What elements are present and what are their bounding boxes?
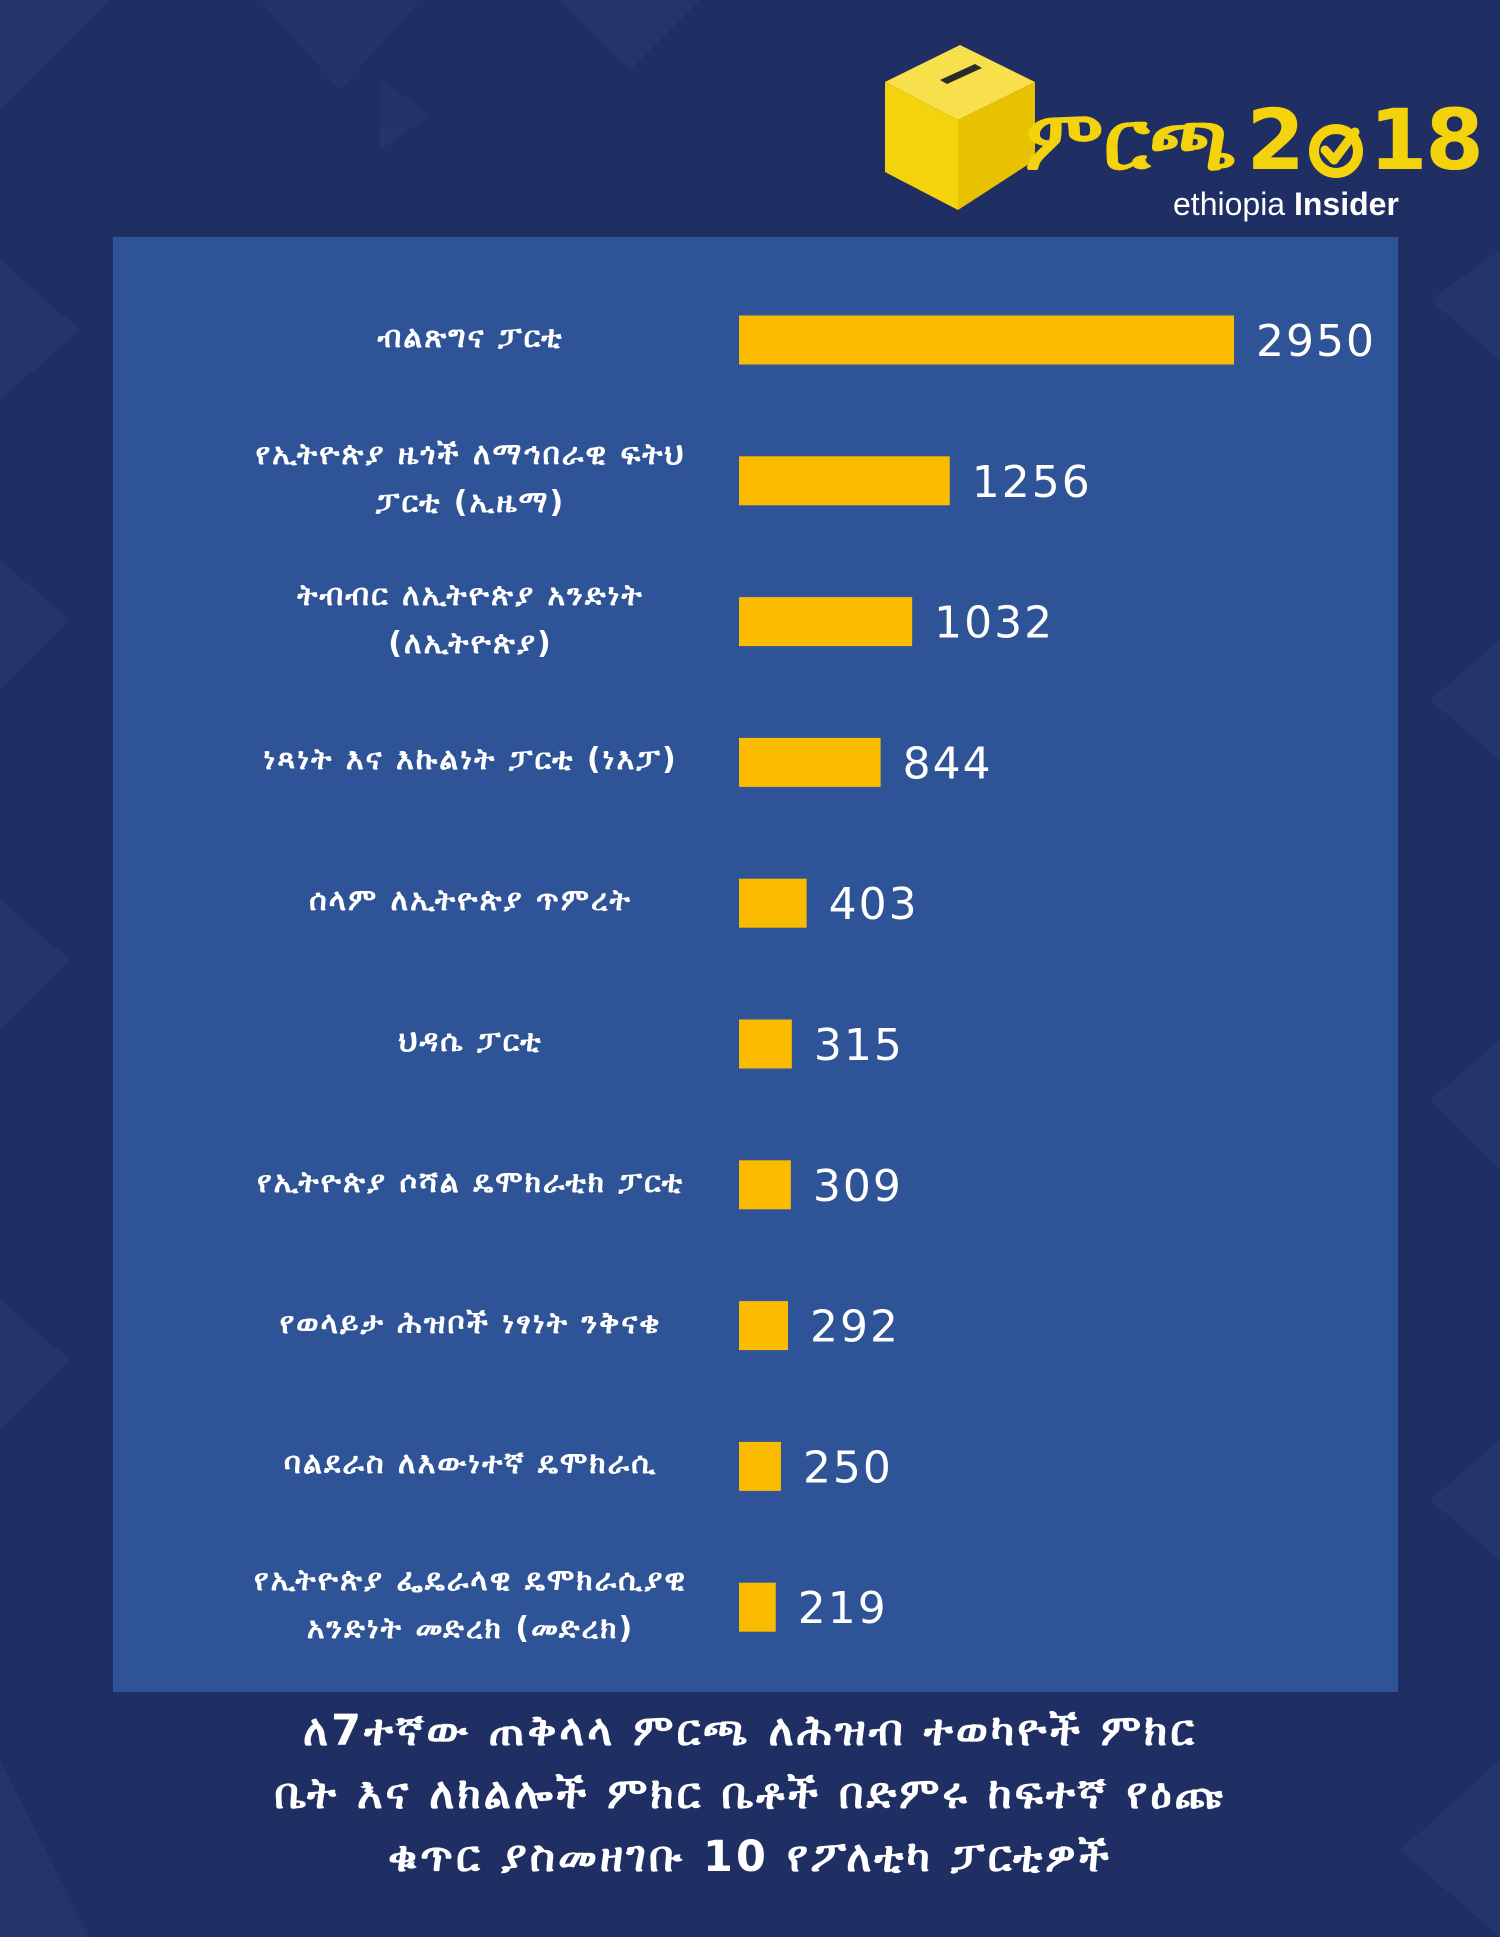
data-label: 1256 bbox=[972, 457, 1092, 508]
bar bbox=[739, 1301, 788, 1351]
check-circle-icon bbox=[1305, 109, 1367, 178]
category-label: ሰላም ለኢትዮጵያ ጥምረት bbox=[133, 877, 808, 925]
bar bbox=[739, 1019, 792, 1069]
category-label: የኢትዮጵያ ፌዴራላዊ ዴሞክራሲያዊ አንድነት መድረክ (መድረክ) bbox=[133, 1557, 808, 1653]
bar bbox=[739, 878, 807, 928]
category-label-line: የኢትዮጵያ ፌዴራላዊ ዴሞክራሲያዊ bbox=[254, 1563, 687, 1599]
category-label: ትብብር ለኢትዮጵያ አንድነት (ለኢትዮጵያ) bbox=[133, 572, 808, 668]
bar bbox=[739, 456, 950, 506]
category-label-line: ብልጽግና ፓርቲ bbox=[377, 320, 564, 355]
category-label: የወላይታ ሕዝቦች ነፃነት ንቅናቄ bbox=[133, 1300, 808, 1348]
election-2018-logo: ምርጫ 2 18 ethiopia Insider bbox=[880, 40, 1484, 230]
logo-year-prefix: 2 bbox=[1246, 91, 1305, 189]
logo-year-suffix: 18 bbox=[1368, 91, 1484, 189]
data-label: 309 bbox=[813, 1161, 903, 1212]
bar-chart: 2950 1256 1032 844 403 315 309 292 250 219 bbox=[739, 315, 1376, 1634]
category-label: የኢትዮጵያ ሶሻል ዴሞክራቲክ ፓርቲ bbox=[133, 1159, 808, 1207]
category-label-line: የወላይታ ሕዝቦች ነፃነት ንቅናቄ bbox=[279, 1305, 662, 1341]
caption-line: ቁጥር ያስመዘገቡ 10 የፖለቲካ ፓርቲዎች bbox=[388, 1832, 1112, 1882]
category-label-line: ባልደራስ ለእውነተኛ ዴሞክራሲ bbox=[283, 1446, 658, 1482]
data-label: 844 bbox=[903, 738, 993, 789]
data-label: 403 bbox=[829, 879, 919, 930]
category-label: ህዳሴ ፓርቲ bbox=[133, 1018, 808, 1066]
category-label-line: ፓርቲ (ኢዜማ) bbox=[375, 484, 566, 520]
category-label: ብልጽግና ፓርቲ bbox=[133, 314, 808, 362]
category-label: ነጻነት እና እኩልነት ፓርቲ (ነእፓ) bbox=[133, 736, 808, 784]
data-label: 315 bbox=[814, 1020, 904, 1071]
caption-line: ለ7ተኛው ጠቅላላ ምርጫ ለሕዝብ ተወካዮች ምክር bbox=[302, 1706, 1197, 1756]
category-label-line: (ለኢትዮጵያ) bbox=[388, 625, 553, 661]
data-label: 250 bbox=[803, 1442, 893, 1493]
category-label-line: ነጻነት እና እኩልነት ፓርቲ (ነእፓ) bbox=[263, 742, 678, 778]
data-label: 219 bbox=[798, 1583, 888, 1634]
category-label-line: ህዳሴ ፓርቲ bbox=[398, 1024, 543, 1059]
data-label: 1032 bbox=[934, 598, 1054, 649]
data-label: 2950 bbox=[1256, 316, 1376, 367]
ballot-box-icon bbox=[885, 45, 1035, 210]
category-label: የኢትዮጵያ ዜጎች ለማኅበራዊ ፍትህ ፓርቲ (ኢዜማ) bbox=[133, 431, 808, 527]
category-label-line: ሰላም ለኢትዮጵያ ጥምረት bbox=[309, 883, 632, 919]
category-label-line: አንድነት መድረክ (መድረክ) bbox=[306, 1611, 635, 1647]
bar bbox=[739, 597, 913, 647]
logo-subtitle-light: ethiopia bbox=[1173, 186, 1294, 222]
chart-caption: ለ7ተኛው ጠቅላላ ምርጫ ለሕዝብ ተወካዮች ምክር ቤት እና ለክልሎ… bbox=[60, 1700, 1440, 1889]
category-label-line: የኢትዮጵያ ዜጎች ለማኅበራዊ ፍትህ bbox=[255, 436, 686, 472]
bar bbox=[739, 1160, 791, 1210]
chart-panel: 2950 1256 1032 844 403 315 309 292 250 219 ብልጽግና … bbox=[113, 237, 1398, 1692]
bar bbox=[739, 1582, 776, 1632]
logo-subtitle-bold: Insider bbox=[1293, 186, 1399, 222]
bar bbox=[739, 737, 881, 787]
logo-wordmark: ምርጫ 2 18 bbox=[1025, 91, 1484, 189]
logo-year: 2 18 bbox=[1246, 91, 1484, 189]
data-label: 292 bbox=[810, 1302, 900, 1353]
category-label-line: የኢትዮጵያ ሶሻል ዴሞክራቲክ ፓርቲ bbox=[257, 1164, 684, 1200]
logo-subtitle: ethiopia Insider bbox=[1173, 186, 1399, 223]
bar bbox=[739, 1441, 781, 1491]
logo-word: ምርጫ bbox=[1025, 91, 1237, 189]
category-label: ባልደራስ ለእውነተኛ ዴሞክራሲ bbox=[133, 1440, 808, 1488]
category-label-line: ትብብር ለኢትዮጵያ አንድነት bbox=[297, 577, 644, 613]
caption-line: ቤት እና ለክልሎች ምክር ቤቶች በድምሩ ከፍተኛ የዕጩ bbox=[274, 1769, 1226, 1819]
bar bbox=[739, 315, 1234, 365]
